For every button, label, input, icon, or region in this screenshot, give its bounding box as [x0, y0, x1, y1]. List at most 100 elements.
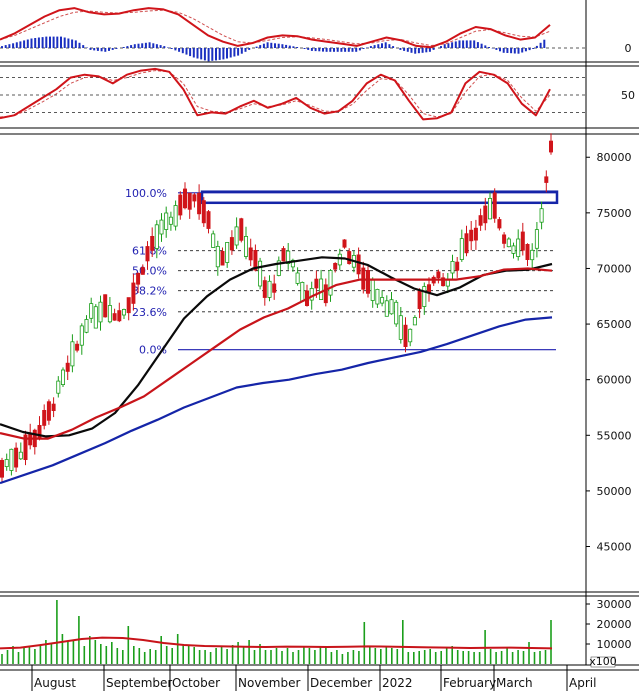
oscillator-panel: 50 [0, 67, 635, 121]
month-label: April [569, 676, 596, 690]
candle-down [192, 194, 197, 202]
candle-up [93, 306, 98, 329]
oscillator-tick-label: 50 [621, 89, 635, 102]
candle-up [9, 448, 14, 471]
price-tick-label: 75000 [597, 207, 632, 220]
candle-up [159, 219, 164, 235]
macd-tick-label: 0 [625, 42, 632, 55]
moving-average-short [0, 256, 553, 438]
candle-down [201, 200, 206, 224]
candle-down [112, 313, 117, 321]
candle-up [211, 233, 216, 248]
macd-panel: 0 [0, 7, 632, 62]
candle-up [389, 299, 394, 315]
candle-up [84, 319, 89, 333]
candle-down [75, 343, 80, 351]
candle-down [478, 215, 483, 226]
fibonacci-level-label: 50.0% [132, 265, 167, 278]
volume-tick-label: 20000 [597, 618, 632, 631]
macd-line [0, 7, 551, 49]
candle-down [197, 192, 202, 215]
candle-down [333, 262, 338, 270]
candle-down [323, 284, 328, 304]
candle-down [473, 227, 478, 241]
candle-up [276, 260, 281, 276]
candle-down [145, 246, 150, 262]
price-tick-label: 55000 [597, 429, 632, 442]
month-label: October [172, 676, 220, 690]
candle-up [295, 272, 300, 284]
candle-down [464, 233, 469, 254]
panel-frames [0, 0, 639, 666]
price-tick-label: 45000 [597, 541, 632, 554]
price-tick-label: 60000 [597, 374, 632, 387]
candle-down [126, 297, 131, 314]
candle-up [286, 250, 291, 265]
candle-up [516, 238, 521, 258]
candle-down [65, 362, 70, 372]
candle-down [520, 231, 525, 251]
candle-up [4, 459, 9, 467]
candle-up [234, 226, 239, 246]
candle-up [412, 317, 417, 326]
candle-up [61, 369, 66, 386]
volume-tick-label: 30000 [597, 598, 632, 611]
month-label: March [496, 676, 533, 690]
candle-up [258, 260, 263, 287]
candle-up [56, 380, 61, 394]
candle-down [544, 176, 549, 183]
candle-down [417, 290, 422, 310]
volume-panel: 10000 20000 30000 x100 [0, 598, 632, 668]
candle-up [89, 303, 94, 319]
x-axis: August September October November December 20… [0, 665, 639, 691]
candle-up [173, 205, 178, 227]
month-label: February [443, 676, 496, 690]
volume-tick-label: 10000 [597, 638, 632, 651]
candle-up [70, 341, 75, 367]
candle-up [267, 280, 272, 298]
candle-up [450, 260, 455, 274]
candle-down [229, 237, 234, 251]
candle-down [549, 140, 554, 153]
candle-up [328, 270, 333, 296]
candle-down [436, 271, 441, 279]
candle-up [300, 281, 305, 302]
candle-down [136, 272, 141, 285]
month-label: November [238, 676, 300, 690]
candle-down [117, 310, 122, 322]
candle-down [131, 282, 136, 304]
candle-down [272, 283, 277, 293]
candle-up [168, 216, 173, 225]
candle-down [253, 249, 258, 271]
candle-down [525, 243, 530, 260]
candle-down [403, 324, 408, 348]
candle-down [23, 434, 28, 460]
price-tick-label: 80000 [597, 151, 632, 164]
candle-down [220, 250, 225, 266]
candle-up [164, 212, 169, 230]
candle-up [398, 315, 403, 340]
candle-down [441, 277, 446, 287]
moving-average-long [0, 316, 553, 485]
candle-down [150, 235, 155, 251]
candle-down [0, 459, 5, 478]
candle-up [337, 253, 342, 266]
candle-up [154, 224, 159, 249]
candle-up [225, 241, 230, 263]
candle-down [497, 219, 502, 229]
oscillator-line [0, 67, 551, 121]
candle-up [309, 287, 314, 301]
resistance-zone-box [200, 190, 559, 205]
price-tick-label: 50000 [597, 485, 632, 498]
candle-up [506, 238, 511, 248]
candle-up [98, 301, 103, 323]
candle-up [290, 259, 295, 268]
fibonacci-level-label: 61.8% [132, 245, 167, 258]
candle-down [314, 278, 319, 289]
candle-down [262, 280, 267, 298]
candle-down [182, 188, 187, 209]
month-label: 2022 [382, 676, 413, 690]
candle-down [483, 205, 488, 224]
moving-average-mid [0, 267, 553, 440]
